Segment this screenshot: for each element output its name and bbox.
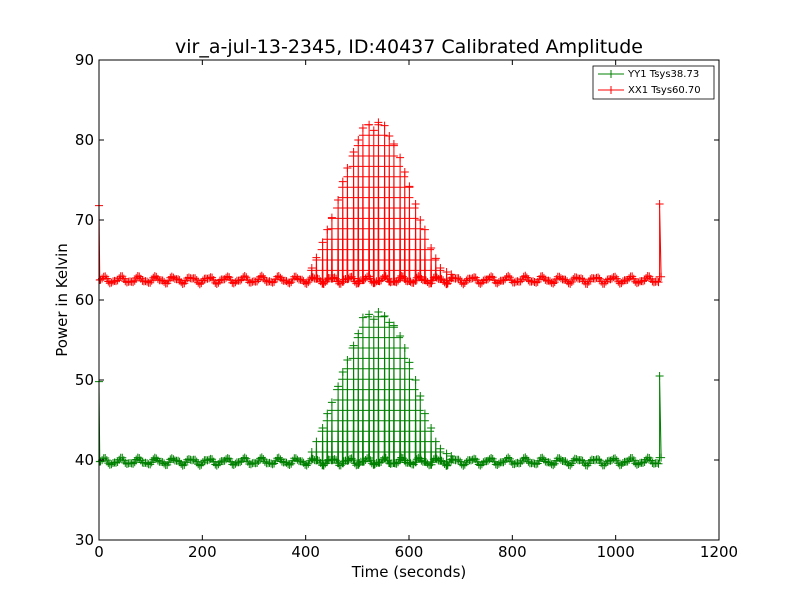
y-axis: 30 40 50 60 70 80 90	[75, 51, 719, 549]
x-tick-label: 800	[498, 543, 527, 561]
series-yy1	[95, 308, 666, 470]
y-axis-label: Power in Kelvin	[53, 243, 71, 357]
series-xx1	[95, 118, 666, 289]
plot-series-layer	[95, 118, 666, 470]
legend: YY1 Tsys38.73 XX1 Tsys60.70	[592, 65, 715, 100]
x-tick-label: 1200	[700, 543, 738, 561]
y-tick-label: 50	[75, 371, 94, 389]
legend-label-yy1: YY1 Tsys38.73	[627, 69, 699, 80]
x-tick-label: 1000	[597, 543, 635, 561]
legend-box	[592, 65, 715, 100]
x-axis-label: Time (seconds)	[351, 563, 467, 581]
plot-frame	[98, 59, 720, 541]
y-tick-label: 30	[75, 531, 94, 549]
legend-entry-yy1: YY1 Tsys38.73	[598, 69, 699, 80]
legend-label-xx1: XX1 Tsys60.70	[628, 85, 701, 96]
spike-markers	[307, 124, 445, 271]
spike-markers	[312, 316, 445, 453]
legend-entry-xx1: XX1 Tsys60.70	[598, 85, 701, 96]
chart-title: vir_a-jul-13-2345, ID:40437 Calibrated A…	[175, 36, 643, 58]
x-tick-label: 600	[395, 543, 424, 561]
x-tick-label: 0	[94, 543, 104, 561]
y-tick-label: 80	[75, 131, 94, 149]
x-tick-label: 400	[291, 543, 320, 561]
legend-marker-yy1	[607, 70, 615, 78]
y-tick-label: 40	[75, 451, 94, 469]
series-markers	[95, 118, 666, 289]
y-tick-label: 90	[75, 51, 94, 69]
series-markers	[95, 308, 666, 470]
x-tick-label: 200	[188, 543, 217, 561]
series-line	[98, 311, 662, 467]
y-tick-label: 70	[75, 211, 94, 229]
legend-marker-xx1	[607, 86, 615, 94]
y-tick-label: 60	[75, 291, 94, 309]
x-axis: 0 200 400 600 800 1000 1200	[94, 60, 738, 561]
